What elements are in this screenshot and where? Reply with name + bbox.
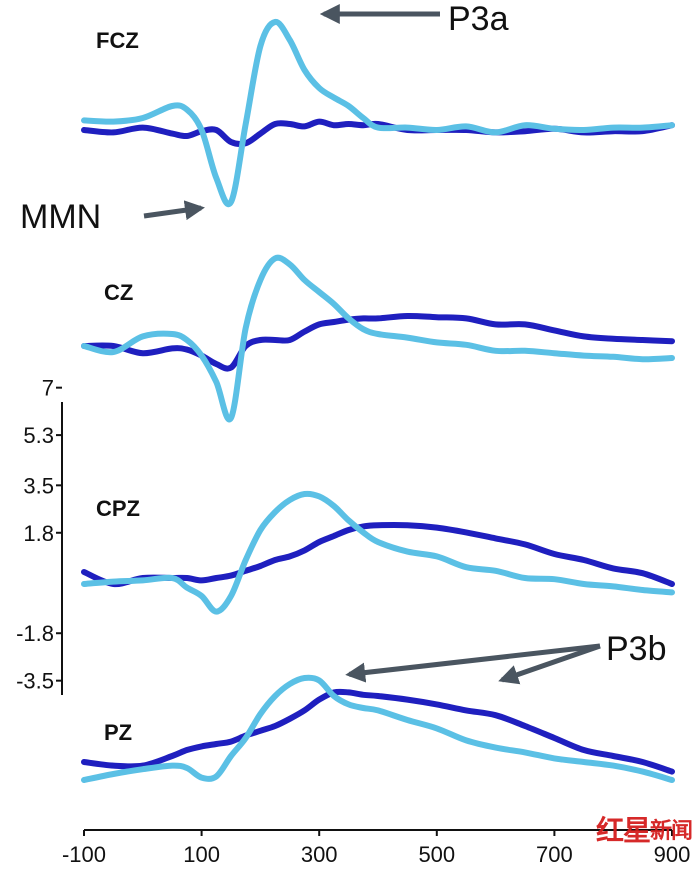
y-tick-label: 5.3 — [23, 423, 54, 448]
series-line-light-cz — [81, 254, 675, 423]
panel-cz: CZ — [81, 254, 675, 423]
y-tick-label: 3.5 — [23, 473, 54, 498]
y-tick-label: -3.5 — [16, 669, 54, 694]
x-ticks-group: -100 100 300 500 700 900 — [62, 830, 690, 867]
panel-fcz: FCZ — [81, 19, 675, 208]
x-tick-label: -100 — [62, 842, 106, 867]
annotations-group: P3a MMN P3b — [20, 0, 667, 685]
x-tick-label: 900 — [654, 842, 691, 867]
channel-label: CPZ — [96, 496, 140, 521]
series-line-light-pz — [81, 674, 675, 783]
series-line-light-fcz — [81, 19, 675, 208]
p3b-label: P3b — [606, 630, 667, 668]
y-ticks-group: 7 5.3 3.5 1.8 -1.8 -3.5 — [16, 376, 62, 694]
panel-pz: PZ — [81, 674, 675, 783]
mmn-arrow — [143, 200, 205, 221]
watermark-main: 红星 — [595, 814, 651, 847]
watermark-secondary: 新闻 — [649, 818, 693, 844]
series-line-dark-cz — [81, 312, 675, 372]
mmn-label: MMN — [20, 198, 101, 236]
x-tick-label: 700 — [536, 842, 573, 867]
channel-label: CZ — [104, 280, 133, 305]
x-tick-label: 100 — [183, 842, 220, 867]
series-line-dark-pz — [81, 688, 675, 775]
y-tick-label: 1.8 — [23, 521, 54, 546]
panel-cpz: CPZ — [81, 490, 675, 615]
axes-group — [61, 402, 672, 831]
y-tick-label: -1.8 — [16, 621, 54, 646]
channel-label: PZ — [104, 720, 132, 745]
x-tick-label: 300 — [301, 842, 338, 867]
series-line-dark-cpz — [81, 521, 675, 588]
y-tick-label: 7 — [42, 376, 54, 401]
x-tick-label: 500 — [418, 842, 455, 867]
watermark-logo: 红星新闻 — [595, 809, 693, 849]
p3a-label: P3a — [448, 0, 509, 38]
p3b-arrow-dark — [498, 643, 601, 685]
series-line-light-cpz — [81, 490, 675, 615]
panels-group: FCZ CZ CPZ PZ — [81, 19, 675, 783]
series-line-dark-fcz — [81, 118, 675, 148]
channel-label: FCZ — [96, 28, 139, 53]
p3b-arrow-light — [345, 643, 601, 683]
